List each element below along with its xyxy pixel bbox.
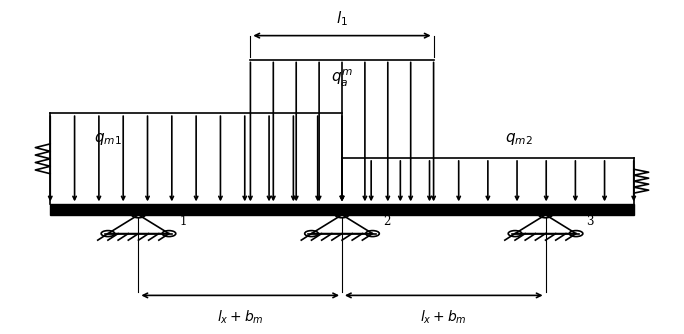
Text: $l_x + b_m$: $l_x + b_m$ xyxy=(217,309,263,326)
Text: $l_1$: $l_1$ xyxy=(336,9,348,28)
Text: $q_{m2}$: $q_{m2}$ xyxy=(505,131,532,147)
Text: 1: 1 xyxy=(179,215,187,228)
Text: 3: 3 xyxy=(586,215,594,228)
Text: $q_{m1}$: $q_{m1}$ xyxy=(94,131,122,147)
Text: $q_a^m$: $q_a^m$ xyxy=(331,68,353,90)
Text: $l_x + b_m$: $l_x + b_m$ xyxy=(421,309,467,326)
Text: 2: 2 xyxy=(383,215,390,228)
Bar xyxy=(50,204,634,215)
